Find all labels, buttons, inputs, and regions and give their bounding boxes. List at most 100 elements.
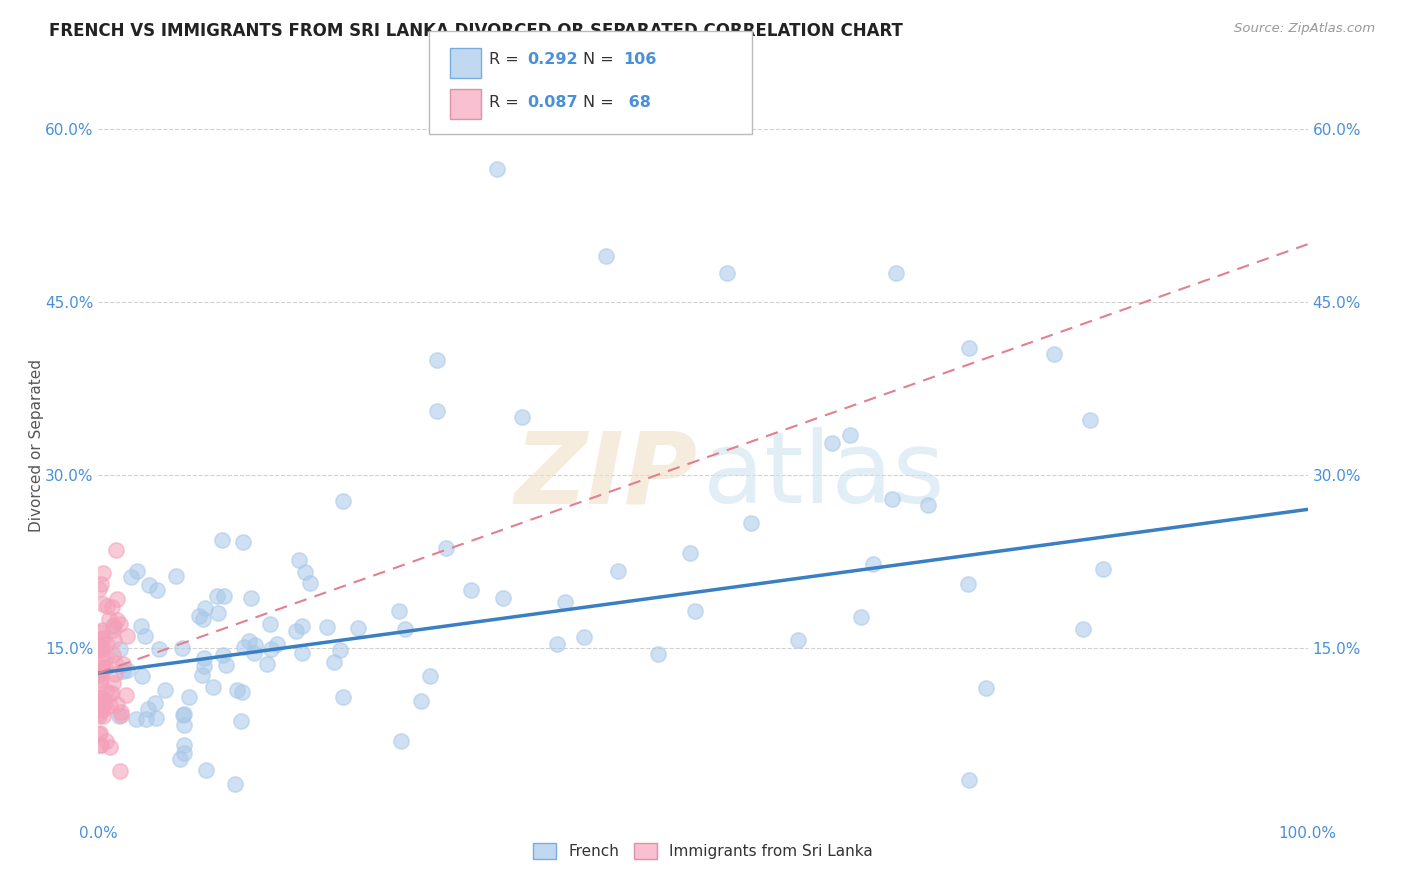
Point (215, 658, 238, 673)
Point (134, 629, 156, 643)
Point (89, 582, 111, 596)
Point (89, 725, 111, 739)
Point (101, 686, 124, 700)
Point (91, 566, 114, 580)
Point (96, 599, 118, 613)
Point (239, 591, 262, 606)
Point (716, 266, 738, 280)
Point (226, 683, 249, 698)
Point (426, 404, 449, 418)
Point (917, 499, 939, 513)
Point (89, 643, 111, 657)
Point (91, 700, 114, 714)
Text: FRENCH VS IMMIGRANTS FROM SRI LANKA DIVORCED OR SEPARATED CORRELATION CHART: FRENCH VS IMMIGRANTS FROM SRI LANKA DIVO… (49, 22, 903, 40)
Point (956, 577, 979, 591)
Point (329, 643, 352, 657)
Point (135, 712, 157, 726)
Point (89, 694, 111, 708)
Point (108, 764, 131, 778)
Point (851, 610, 873, 624)
Point (110, 708, 132, 723)
Point (93, 709, 115, 723)
Point (173, 718, 195, 732)
Text: R =: R = (489, 53, 524, 67)
Point (595, 249, 617, 263)
Point (245, 638, 267, 652)
Point (129, 619, 152, 633)
Point (120, 570, 142, 584)
Point (153, 682, 176, 697)
Point (193, 658, 215, 673)
Point (647, 647, 669, 661)
Text: N =: N = (583, 95, 620, 110)
Point (105, 592, 128, 607)
Text: N =: N = (583, 53, 620, 67)
Text: 106: 106 (623, 53, 657, 67)
Text: 0.292: 0.292 (527, 53, 578, 67)
Point (291, 619, 314, 633)
Point (546, 637, 568, 651)
Point (145, 711, 167, 725)
Point (231, 684, 253, 698)
Point (91, 660, 114, 674)
Point (138, 578, 160, 592)
Point (104, 542, 127, 557)
Point (90, 577, 112, 591)
Point (284, 624, 307, 638)
Point (96, 650, 118, 665)
Point (957, 341, 980, 355)
Point (111, 664, 134, 678)
Point (93, 692, 115, 706)
Text: 0.087: 0.087 (527, 95, 578, 110)
Point (145, 583, 167, 598)
Point (287, 553, 309, 567)
Point (880, 491, 903, 506)
Point (91, 648, 114, 662)
Point (387, 604, 409, 618)
Point (87, 708, 110, 723)
Point (103, 675, 125, 690)
Point (191, 668, 214, 682)
Y-axis label: Divorced or Separated: Divorced or Separated (30, 359, 44, 533)
Point (105, 697, 128, 711)
Point (89, 675, 111, 690)
Point (115, 629, 138, 643)
Point (90, 640, 112, 655)
Point (259, 617, 281, 632)
Point (554, 595, 576, 609)
Point (299, 575, 322, 590)
Point (89, 661, 111, 675)
Point (96, 637, 118, 651)
Point (207, 589, 229, 603)
Point (115, 663, 138, 677)
Point (347, 621, 370, 635)
Point (87, 625, 110, 640)
Point (148, 642, 170, 657)
Point (90, 702, 112, 716)
Point (426, 352, 449, 367)
Point (101, 623, 124, 637)
Point (1071, 622, 1094, 636)
Point (1078, 413, 1101, 427)
Point (173, 738, 195, 752)
Point (510, 410, 533, 425)
Point (90, 738, 112, 752)
Point (194, 763, 217, 777)
Text: Source: ZipAtlas.com: Source: ZipAtlas.com (1234, 22, 1375, 36)
Point (409, 694, 432, 708)
Point (211, 533, 233, 548)
Point (94, 684, 117, 698)
Point (93, 691, 115, 706)
Point (683, 604, 706, 618)
Point (98, 698, 121, 713)
Point (1091, 562, 1114, 576)
Point (232, 640, 254, 655)
Point (173, 747, 195, 761)
Point (103, 617, 125, 632)
Point (194, 601, 217, 615)
Point (87, 638, 110, 652)
Point (169, 752, 191, 766)
Point (193, 651, 215, 665)
Point (862, 557, 884, 571)
Point (394, 622, 416, 636)
